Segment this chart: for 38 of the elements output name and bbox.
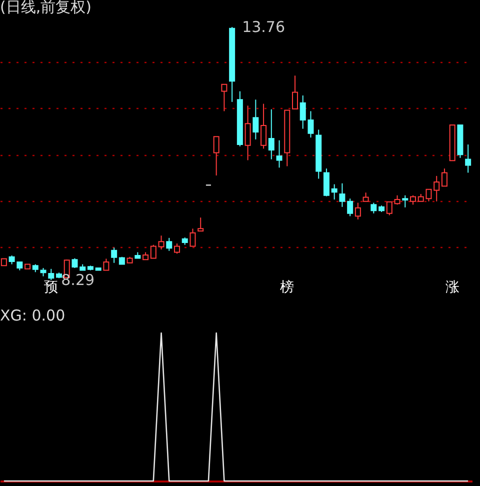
- candlestick: [465, 144, 472, 174]
- candlestick: [292, 75, 298, 110]
- annotation: 8.29: [61, 271, 95, 289]
- candlestick: [268, 108, 274, 160]
- candlestick: [260, 103, 267, 150]
- candlestick: [166, 237, 172, 252]
- candlestick: [434, 175, 440, 202]
- candlestick: [394, 194, 400, 206]
- candlestick: [198, 217, 204, 232]
- candlestick: [370, 202, 377, 214]
- candlestick: [410, 194, 416, 206]
- candlestick: [150, 244, 156, 259]
- annotation: 13.76: [242, 18, 286, 36]
- candlestick: [347, 198, 354, 217]
- x-tick-label: 预: [44, 280, 58, 296]
- candlestick: [72, 258, 78, 268]
- candlestick: [158, 235, 164, 250]
- candlestick: [244, 105, 251, 161]
- chart-title: (日线,前复权): [0, 0, 92, 16]
- candlestick: [111, 247, 118, 264]
- candlestick: [276, 140, 282, 168]
- candlestick: [103, 258, 110, 271]
- x-tick-label: 榜: [280, 280, 294, 296]
- candlestick: [441, 168, 448, 187]
- candlestick: [174, 242, 180, 254]
- candlestick: [323, 168, 330, 197]
- candlestick: [402, 194, 408, 208]
- candlestick: [331, 184, 338, 200]
- candlestick: [213, 136, 220, 176]
- candlestick: [354, 202, 361, 220]
- candlestick: [339, 182, 346, 208]
- chart-title: XG: 0.00: [0, 306, 66, 324]
- x-tick-label: 涨: [445, 280, 460, 296]
- candlestick: [48, 268, 54, 280]
- candlestick: [386, 201, 392, 216]
- candlestick: [221, 84, 228, 112]
- candlestick: [252, 99, 259, 140]
- candlestick: [190, 228, 196, 247]
